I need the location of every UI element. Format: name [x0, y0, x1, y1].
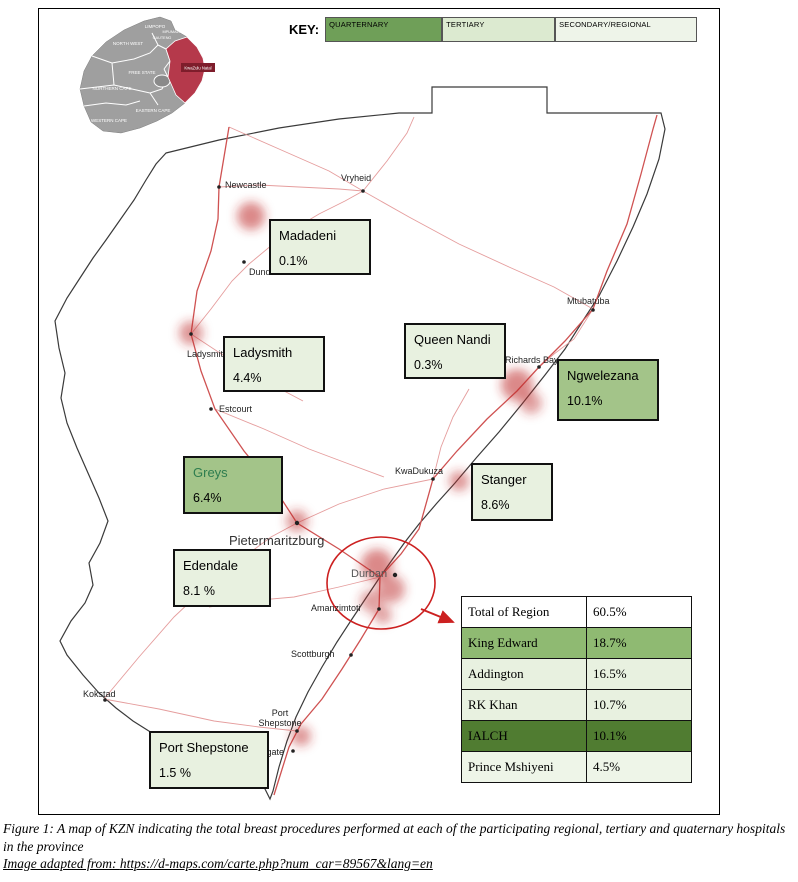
- hospital-value: 0.1%: [279, 254, 308, 268]
- town-label-richards-bay: Richards Bay: [505, 355, 559, 365]
- table-cell-name: IALCH: [461, 720, 587, 752]
- label-kwazulu-natal: KwaZulu Natal: [184, 66, 211, 71]
- town-label-estcourt: Estcourt: [219, 404, 253, 414]
- hospital-value: 10.1%: [567, 394, 603, 408]
- label-limpopo: LIMPOPO: [145, 24, 166, 29]
- key-item-secondary-label: SECONDARY/REGIONAL: [559, 20, 651, 29]
- table-cell-name: King Edward: [461, 627, 587, 659]
- town-label-durban: Durban: [351, 568, 388, 580]
- table-cell-name: RK Khan: [461, 689, 587, 721]
- label-western-cape: WESTERN CAPE: [91, 118, 127, 123]
- table-cell-value: 16.5%: [586, 658, 692, 690]
- hospital-hotspots: [179, 202, 542, 746]
- town-label-kokstad: Kokstad: [83, 689, 116, 699]
- table-row: King Edward 18.7%: [461, 627, 692, 659]
- key-item-quaternary-label: QUARTERNARY: [329, 20, 389, 29]
- map-key: KEY: QUARTERNARY TERTIARY SECONDARY/REGI…: [289, 17, 698, 42]
- key-item-tertiary-label: TERTIARY: [446, 20, 485, 29]
- hospital-value: 1.5 %: [159, 766, 191, 780]
- table-row: Addington 16.5%: [461, 658, 692, 690]
- label-gauteng: GAUTENG: [153, 36, 172, 40]
- table-cell-value: 10.7%: [586, 689, 692, 721]
- hospital-name: Stanger: [481, 472, 527, 487]
- hospital-name: Edendale: [183, 558, 238, 573]
- town-label-scottburgh: Scottburgh: [291, 649, 335, 659]
- sa-inset-svg: LIMPOPO NORTH WEST GAUTENG MPUMALANGA FR…: [79, 16, 215, 134]
- caption-text: Figure 1: A map of KZN indicating the to…: [3, 821, 786, 854]
- lesotho-shape: [153, 74, 171, 88]
- kzn-map: [54, 86, 666, 801]
- figure-caption: Figure 1: A map of KZN indicating the to…: [3, 820, 795, 873]
- hospital-box-greys: Greys 6.4%: [183, 456, 283, 514]
- label-eastern-cape: EASTERN CAPE: [136, 108, 171, 113]
- hospital-value: 6.4%: [193, 491, 222, 505]
- durban-highlight-circle: [326, 536, 436, 630]
- hospital-value: 0.3%: [414, 358, 443, 372]
- hospital-name: Port Shepstone: [159, 740, 249, 755]
- source-link[interactable]: https://d-maps.com/carte.php?num_car=895…: [119, 856, 433, 872]
- caption-source: Image adapted from: https://d-maps.com/c…: [3, 855, 795, 873]
- hospital-box-port-shepstone: Port Shepstone 1.5 %: [149, 731, 269, 789]
- table-cell-value: 18.7%: [586, 627, 692, 659]
- hospital-box-edendale: Edendale 8.1 %: [173, 549, 271, 607]
- hospital-name: Madadeni: [279, 228, 337, 243]
- hospital-name: Queen Nandi: [414, 332, 491, 347]
- label-mpumalanga: MPUMALANGA: [162, 30, 189, 34]
- hospital-box-ladysmith: Ladysmith 4.4%: [223, 336, 325, 392]
- label-north-west: NORTH WEST: [113, 41, 143, 46]
- town-label-vryheid: Vryheid: [341, 173, 372, 183]
- key-item-tertiary: TERTIARY: [442, 17, 556, 42]
- durban-table-arrow: [420, 608, 455, 624]
- sa-inset-map: LIMPOPO NORTH WEST GAUTENG MPUMALANGA FR…: [54, 11, 239, 144]
- table-cell-name: Addington: [461, 658, 587, 690]
- figure-frame: LIMPOPO NORTH WEST GAUTENG MPUMALANGA FR…: [38, 8, 720, 815]
- table-cell-name: Total of Region: [461, 596, 587, 628]
- table-row: RK Khan 10.7%: [461, 689, 692, 721]
- table-cell-value: 4.5%: [586, 751, 692, 783]
- table-row: IALCH 10.1%: [461, 720, 692, 752]
- town-label-kwadukuza: KwaDukuza: [395, 466, 444, 476]
- province-outline: [54, 86, 666, 801]
- key-item-quaternary: QUARTERNARY: [325, 17, 443, 42]
- hospital-value: 8.1 %: [183, 584, 215, 598]
- key-item-secondary: SECONDARY/REGIONAL: [555, 17, 698, 42]
- table-cell-value: 60.5%: [586, 596, 692, 628]
- town-label-port-shepstone: Port Shepstone: [258, 708, 302, 728]
- table-row: Total of Region 60.5%: [461, 596, 692, 628]
- hospital-box-queen-nandi: Queen Nandi 0.3%: [404, 323, 506, 379]
- table-cell-value: 10.1%: [586, 720, 692, 752]
- town-label-pietermaritzburg: Pietermaritzburg: [229, 533, 325, 548]
- durban-region-table: Total of Region 60.5% King Edward 18.7% …: [461, 596, 692, 783]
- hospital-value: 4.4%: [233, 371, 262, 385]
- town-label-amanzimtoti: Amanzimtoti: [311, 603, 361, 613]
- hospital-name: Ngwelezana: [567, 368, 639, 383]
- label-free-state: FREE STATE: [128, 70, 155, 75]
- town-label-dundee: Dundee: [249, 267, 281, 277]
- town-label-newcastle: Newcastle: [225, 180, 267, 190]
- hospital-name: Ladysmith: [233, 345, 293, 360]
- table-cell-name: Prince Mshiyeni: [461, 751, 587, 783]
- hospital-box-madadeni: Madadeni 0.1%: [269, 219, 371, 275]
- province-labels: LIMPOPO NORTH WEST GAUTENG MPUMALANGA FR…: [91, 24, 190, 123]
- label-northern-cape: NORTHERN CAPE: [93, 86, 132, 91]
- town-label-ladysmith: Ladysmith: [187, 349, 229, 359]
- source-prefix: Image adapted from:: [3, 856, 120, 872]
- kzn-label-box: [181, 63, 215, 72]
- town-dots: [103, 185, 595, 753]
- hospital-box-ngwelezana: Ngwelezana 10.1%: [557, 359, 659, 421]
- town-label-mtubatuba: Mtubatuba: [567, 296, 610, 306]
- table-row: Prince Mshiyeni 4.5%: [461, 751, 692, 783]
- hospital-box-stanger: Stanger 8.6%: [471, 463, 553, 521]
- hospital-name: Greys: [193, 465, 228, 480]
- hospital-value: 8.6%: [481, 498, 510, 512]
- key-title: KEY:: [289, 22, 320, 37]
